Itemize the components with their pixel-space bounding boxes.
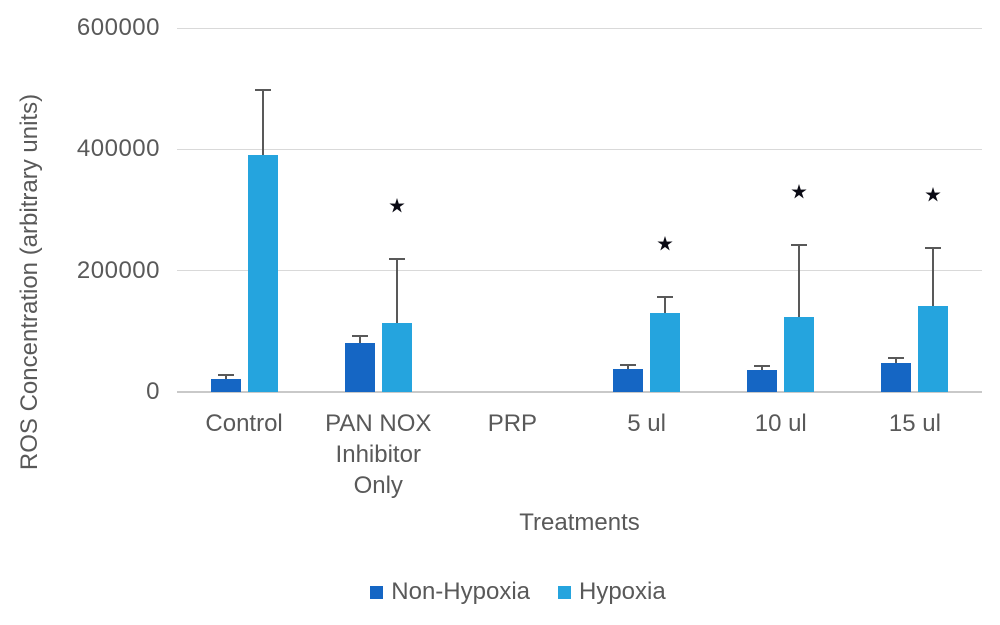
x-category-label: Control (205, 410, 283, 437)
y-tick-label: 200000 (76, 256, 160, 284)
error-bar-line (261, 90, 264, 156)
legend-label-non-hypoxia: Non-Hypoxia (391, 578, 530, 605)
bar-hypoxia-10-ul (784, 316, 815, 392)
x-axis-line (177, 391, 982, 393)
significance-star-icon (389, 198, 405, 214)
error-bar-line (224, 375, 227, 379)
bar-non-hypoxia-control (210, 378, 241, 392)
y-tick-label: 0 (146, 378, 160, 405)
x-axis-title: Treatments (519, 509, 640, 536)
error-bar-line (761, 365, 764, 371)
legend-item-hypoxia: Hypoxia (558, 578, 666, 606)
error-bar-cap (925, 247, 942, 250)
error-bar-cap (351, 335, 368, 338)
error-bar-line (664, 296, 667, 313)
gridline (177, 148, 982, 150)
x-category-label: 10 ul (754, 410, 807, 437)
error-bar-cap (657, 295, 674, 298)
error-bar-cap (254, 89, 271, 92)
legend-item-non-hypoxia: Non-Hypoxia (370, 578, 530, 606)
error-bar-cap (620, 364, 637, 367)
bar-hypoxia-15-ul (918, 306, 949, 392)
gridline (177, 270, 982, 272)
error-bar-line (798, 245, 801, 317)
y-tick-label: 600000 (76, 14, 160, 41)
y-axis-title: ROS Concentration (arbitrary units) (16, 93, 43, 471)
error-bar-line (358, 336, 361, 344)
significance-star-icon (791, 184, 807, 200)
bar-hypoxia-control (247, 155, 278, 392)
error-bar-line (395, 259, 398, 323)
bar-non-hypoxia-15-ul (881, 363, 912, 392)
x-category-label: PAN NOX Inhibitor Only (325, 410, 432, 499)
error-bar-line (627, 365, 630, 369)
legend: Non-Hypoxia Hypoxia (0, 577, 1000, 607)
significance-star-icon (657, 235, 673, 252)
x-category-label: PRP (487, 410, 538, 437)
y-tick-label: 400000 (76, 135, 160, 163)
error-bar-cap (388, 258, 405, 261)
error-bar-cap (217, 374, 234, 376)
legend-swatch-non-hypoxia-icon (370, 585, 384, 599)
bar-hypoxia-pan-nox (381, 322, 412, 392)
bar-non-hypoxia-pan-nox (344, 343, 375, 392)
legend-swatch-hypoxia-icon (558, 585, 571, 599)
x-category-label: 15 ul (888, 410, 941, 437)
bar-non-hypoxia-5-ul (613, 368, 644, 392)
error-bar-line (895, 358, 898, 364)
error-bar-line (932, 248, 935, 307)
x-category-label: 5 ul (627, 410, 666, 437)
bar-hypoxia-5-ul (650, 312, 681, 392)
gridline (177, 27, 982, 29)
error-bar-cap (754, 364, 771, 367)
error-bar-cap (791, 244, 808, 247)
error-bar-cap (888, 357, 905, 360)
significance-star-icon (925, 187, 942, 203)
legend-label-hypoxia: Hypoxia (579, 578, 666, 605)
bar-non-hypoxia-10-ul (747, 370, 778, 392)
